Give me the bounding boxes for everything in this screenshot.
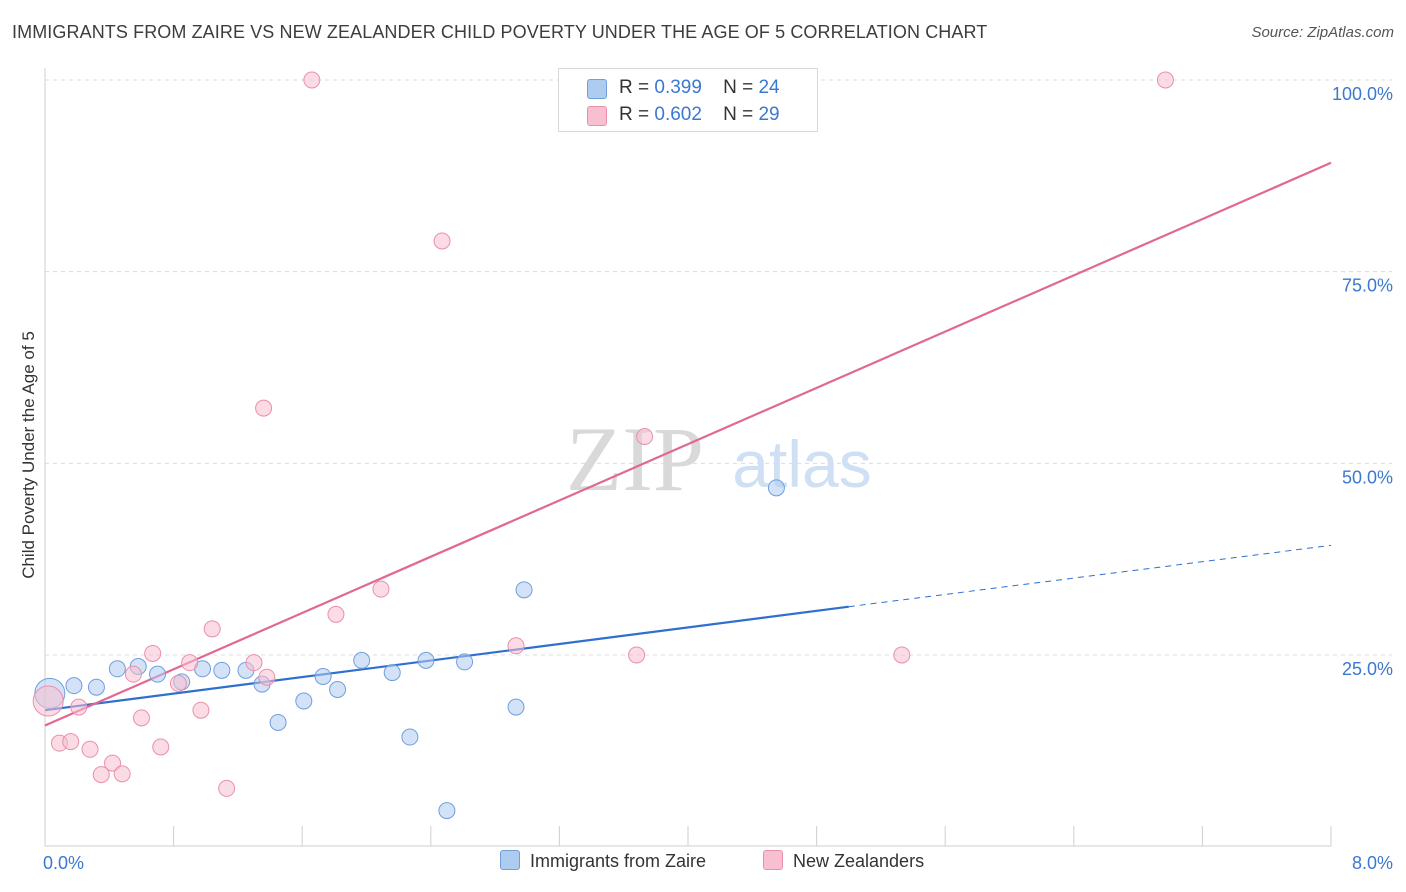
n-label: N = [723,77,754,98]
n-value-zaire: 24 [758,77,780,98]
legend-swatch-nz [763,850,783,870]
point-zaire [456,653,474,671]
point-nz [203,620,221,638]
point-nz [372,580,390,598]
point-zaire [314,667,332,685]
point-nz [258,668,276,686]
legend-swatch-zaire [587,79,607,99]
legend-label-nz: New Zealanders [793,851,925,871]
axes [44,68,1332,847]
point-zaire [329,681,347,698]
point-zaire [108,660,126,678]
point-nz [70,698,88,716]
watermark-atlas: atlas [732,427,871,501]
point-zaire [149,665,167,683]
point-zaire [767,479,785,497]
trend-extension-zaire [848,544,1332,608]
point-nz [144,644,162,662]
point-nz [181,654,199,672]
legend-item-nz[interactable]: New Zealanders [763,850,924,872]
legend-swatch-nz [587,106,607,126]
trend-line-nz [44,161,1332,727]
n-label: N = [723,104,754,125]
point-nz [255,399,273,417]
point-zaire [295,692,313,710]
r-value-zaire: 0.399 [654,77,702,98]
y-tick-label: 25.0% [1342,659,1393,679]
legend-label-zaire: Immigrants from Zaire [530,851,707,871]
point-nz [92,766,110,784]
point-nz [245,654,263,672]
point-nz [636,428,654,445]
point-nz [32,685,64,717]
point-zaire [417,651,435,669]
x-tick-label: 0.0% [43,853,84,873]
point-nz [893,646,911,664]
point-zaire [401,728,419,746]
point-zaire [269,713,287,731]
legend-item-zaire[interactable]: Immigrants from Zaire [500,850,706,872]
tick-labels: 25.0% 50.0% 75.0% 100.0% 0.0% 8.0% [43,84,1393,873]
point-nz [152,738,170,756]
point-nz [1156,71,1174,89]
watermark-zip: ZIP [566,408,704,510]
point-zaire [438,802,456,820]
point-zaire [507,698,525,716]
point-nz [433,232,451,250]
point-zaire [65,677,83,695]
point-zaire [353,651,371,669]
data-points [32,71,1174,820]
point-nz [124,665,142,683]
point-nz [327,605,345,623]
point-nz [132,709,150,727]
point-nz [113,765,131,783]
r-label: R = [619,77,650,98]
point-zaire [87,678,105,696]
x-tick-label: 8.0% [1352,853,1393,873]
correlation-legend: R = 0.399 N = 24 R = 0.602 N = 29 [558,68,818,132]
chart-title: IMMIGRANTS FROM ZAIRE VS NEW ZEALANDER C… [12,22,988,42]
point-nz [169,674,187,692]
point-nz [218,779,236,797]
source-label: Source: ZipAtlas.com [1251,24,1394,41]
legend-swatch-zaire [500,850,520,870]
trend-line-zaire [44,605,849,712]
n-value-nz: 29 [758,104,780,125]
point-zaire [383,664,401,682]
trend-lines [44,161,1332,727]
y-tick-label: 100.0% [1332,84,1393,104]
r-value-nz: 0.602 [654,104,702,125]
gridlines [45,79,1392,656]
point-nz [303,71,321,89]
point-nz [104,754,122,772]
point-zaire [213,661,231,679]
point-nz [507,637,525,655]
r-label: R = [619,104,650,125]
point-nz [62,733,80,751]
y-tick-label: 50.0% [1342,467,1393,487]
y-axis-label: Child Poverty Under the Age of 5 [19,331,38,579]
y-tick-label: 75.0% [1342,276,1393,296]
watermark: ZIP atlas [566,408,872,510]
point-nz [628,646,646,664]
point-zaire [515,581,533,599]
point-nz [81,740,99,758]
point-nz [192,701,210,719]
